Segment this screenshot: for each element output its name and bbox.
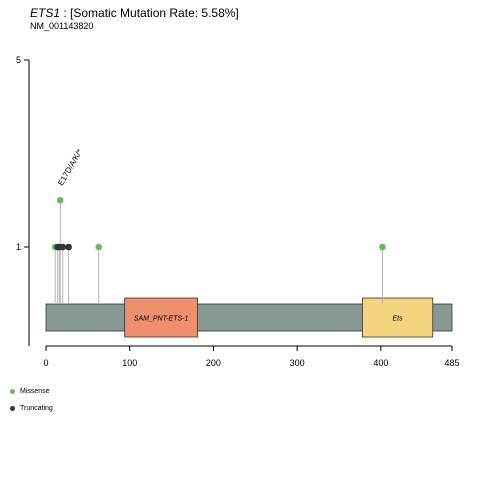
x-tick-label-200: 200: [206, 358, 221, 368]
protein-backbone-layer: SAM_PNT-ETS-1 Ets: [45, 297, 453, 338]
x-tick-label-400: 400: [373, 358, 388, 368]
y-axis: 15: [16, 55, 30, 346]
lollipop-stems: [54, 200, 384, 304]
legend-item-truncating: Truncating: [10, 400, 53, 417]
legend: Missense Truncating: [10, 383, 53, 417]
x-tick-label-100: 100: [122, 358, 137, 368]
truncating-point-20: [59, 243, 67, 251]
lollipop-heads: [51, 196, 386, 251]
x-tick-label-0: 0: [43, 358, 48, 368]
missense-point-17: [56, 196, 64, 204]
truncating-swatch: [10, 406, 15, 411]
domain-1: [124, 297, 198, 338]
x-tick-label-300: 300: [290, 358, 305, 368]
truncating-point-27: [65, 243, 72, 251]
transcript-id: NM_001143820: [30, 21, 94, 31]
mutation-rate-text: : [Somatic Mutation Rate: 5.58%]: [60, 6, 239, 20]
missense-swatch: [10, 389, 15, 394]
x-axis: 0 100 200 300 400 485: [43, 345, 460, 368]
mutation-labels: E17D/A/K/*: [56, 148, 84, 188]
y-tick-label-1: 1: [16, 242, 21, 252]
mutation-label-17: E17D/A/K/*: [56, 148, 84, 188]
missense-point-402: [379, 243, 386, 251]
missense-point-63: [95, 243, 103, 251]
legend-label-truncating: Truncating: [20, 405, 53, 412]
domain-label-2: Ets: [393, 316, 404, 323]
chart-title: ETS1 : [Somatic Mutation Rate: 5.58%]: [30, 6, 239, 20]
y-tick-label-5: 5: [16, 55, 21, 65]
x-tick-label-485: 485: [444, 358, 459, 368]
domain-label-1: SAM_PNT-ETS-1: [134, 316, 189, 323]
legend-label-missense: Missense: [20, 388, 50, 395]
domain-2: [362, 297, 434, 338]
legend-item-missense: Missense: [10, 383, 53, 400]
gene-name: ETS1: [30, 6, 61, 20]
